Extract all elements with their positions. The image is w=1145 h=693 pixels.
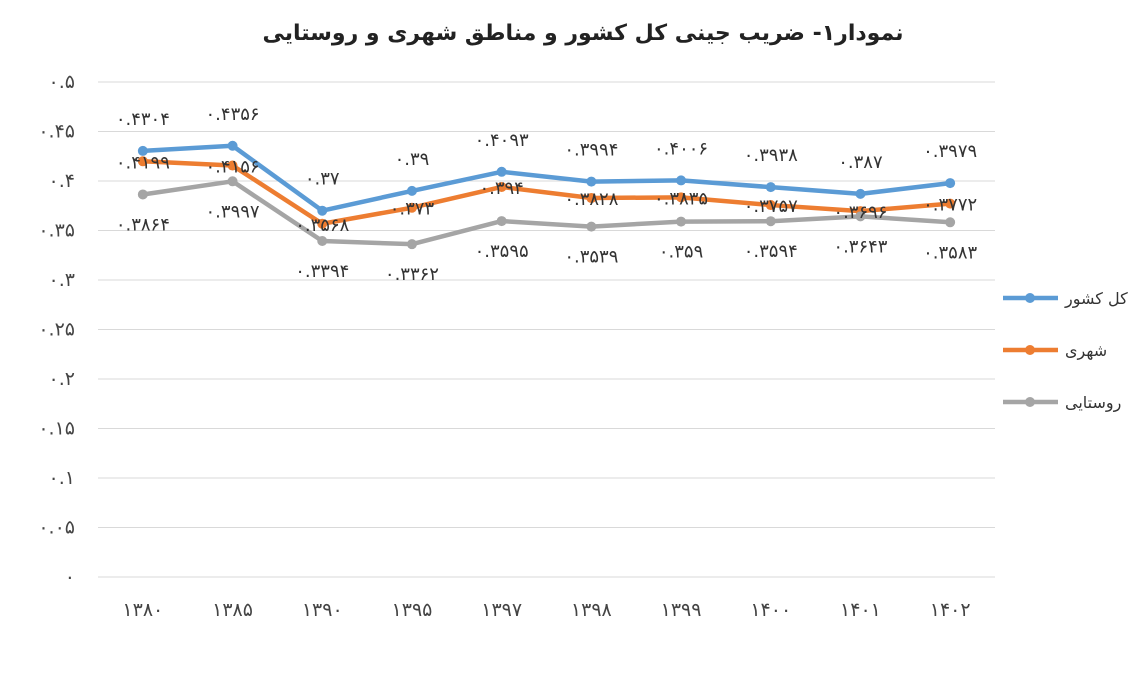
data-label: ۰.۴۱۵۶ <box>206 157 260 178</box>
data-label: ۰.۳۳۹۴ <box>295 261 349 282</box>
data-point <box>496 166 507 177</box>
data-label: ۰.۳۶۹۶ <box>833 202 887 223</box>
data-point <box>945 217 956 228</box>
y-tick-label: ۰.۱ <box>49 467 75 489</box>
data-label: ۰.۳۹۹۴ <box>564 140 618 161</box>
x-tick-label: ۱۳۹۸ <box>571 599 612 621</box>
data-point <box>676 192 687 203</box>
data-point <box>765 200 776 211</box>
data-label: ۰.۳۷ <box>305 169 340 190</box>
y-tick-label: ۰ <box>65 566 75 588</box>
data-label: ۰.۳۹۹۷ <box>206 201 260 222</box>
data-label: ۰.۴۳۵۶ <box>206 104 260 125</box>
legend-label: روستایی <box>1065 393 1121 413</box>
data-label: ۰.۳۸۷ <box>838 152 883 173</box>
legend-marker <box>1025 293 1035 303</box>
data-point <box>586 176 597 187</box>
data-point <box>137 145 148 156</box>
data-point <box>855 188 866 199</box>
y-tick-label: ۰.۲ <box>49 368 75 390</box>
series-lines <box>137 140 956 250</box>
data-label: ۰.۴۳۰۴ <box>116 109 170 130</box>
data-point <box>676 175 687 186</box>
x-tick-label: ۱۳۹۹ <box>661 599 702 621</box>
data-point <box>317 218 328 229</box>
legend-label: کل کشور <box>1064 289 1128 309</box>
data-point <box>855 211 866 222</box>
data-label: ۰.۳۵۹ <box>659 242 703 263</box>
data-point <box>586 221 597 232</box>
data-label: ۰.۳۶۴۳ <box>833 236 887 257</box>
y-tick-label: ۰.۵ <box>49 71 75 93</box>
y-axis-ticks: ۰ ۰.۰۵ ۰.۱ ۰.۱۵ ۰.۲ ۰.۲۵ ۰.۳ ۰.۳۵ ۰.۴ ۰.۴۵ ۰.۵ <box>38 71 75 588</box>
data-label: ۰.۳۵۳۹ <box>564 247 618 268</box>
legend-marker <box>1025 345 1035 355</box>
y-tick-label: ۰.۳۵ <box>38 220 75 242</box>
data-point <box>945 178 956 189</box>
data-point <box>227 176 238 187</box>
data-label: ۰.۳۵۹۵ <box>475 241 529 262</box>
series-line <box>140 159 953 227</box>
x-tick-label: ۱۳۸۵ <box>212 599 253 621</box>
data-point <box>765 216 776 227</box>
data-point <box>765 182 776 193</box>
x-tick-label: ۱۳۹۷ <box>481 599 522 621</box>
data-point <box>137 156 148 167</box>
data-label: ۰.۳۵۸۳ <box>923 242 977 263</box>
x-tick-label: ۱۴۰۱ <box>840 599 881 621</box>
y-tick-label: ۰.۴ <box>49 170 75 192</box>
legend-label: شهری <box>1065 341 1107 361</box>
gridlines <box>98 81 995 578</box>
data-point <box>496 216 507 227</box>
data-label: ۰.۳۹۴ <box>479 178 523 199</box>
data-label: ۰.۳۷۳ <box>390 199 435 220</box>
legend-marker <box>1025 397 1035 407</box>
data-point <box>317 205 328 216</box>
y-tick-label: ۰.۳ <box>49 269 75 291</box>
data-point <box>137 189 148 200</box>
data-label: ۰.۳۵۹۴ <box>744 241 798 262</box>
data-point <box>227 160 238 171</box>
x-tick-label: ۱۳۹۰ <box>302 599 343 621</box>
data-label: ۰.۳۹۷۹ <box>923 141 977 162</box>
data-point <box>227 140 238 151</box>
data-label: ۰.۳۹ <box>395 149 430 170</box>
data-label: ۰.۳۷۵۷ <box>744 196 798 217</box>
data-point <box>496 181 507 192</box>
data-label: ۰.۳۵۶۸ <box>295 215 349 236</box>
y-tick-label: ۰.۰۵ <box>38 517 75 539</box>
data-point <box>406 185 417 196</box>
y-tick-label: ۰.۴۵ <box>38 121 75 143</box>
y-tick-label: ۰.۲۵ <box>38 319 75 341</box>
series-line <box>140 179 953 247</box>
data-label: ۰.۳۸۶۴ <box>116 214 170 235</box>
data-point <box>406 202 417 213</box>
data-point <box>586 193 597 204</box>
data-point <box>676 216 687 227</box>
data-label: ۰.۴۱۹۹ <box>116 152 170 173</box>
x-axis-ticks: ۱۳۸۰ ۱۳۸۵ ۱۳۹۰ ۱۳۹۵ ۱۳۹۷ ۱۳۹۸ ۱۳۹۹ ۱۴۰۰ ۱۴۰۱ ۱۴۰۲ <box>122 599 970 621</box>
data-labels: ۰.۴۳۰۴ ۰.۴۳۵۶ ۰.۳۷ ۰.۳۹ ۰.۴۰۹۳ ۰.۳۹۹۴ ۰.۴۰۰۶ ۰.… <box>116 104 978 285</box>
x-tick-label: ۱۴۰۲ <box>930 599 971 621</box>
series-line <box>140 143 953 213</box>
x-tick-label: ۱۴۰۰ <box>750 599 791 621</box>
data-label: ۰.۳۸۲۸ <box>564 189 618 210</box>
data-label: ۰.۳۸۳۵ <box>654 188 708 209</box>
legend: کل کشور شهری روستایی <box>1003 289 1128 413</box>
y-tick-label: ۰.۱۵ <box>38 418 75 440</box>
chart-title: نمودار۱- ضریب جینی کل کشور و مناطق شهری … <box>263 21 904 46</box>
data-label: ۰.۴۰۰۶ <box>654 138 708 159</box>
data-label: ۰.۳۷۷۲ <box>923 195 977 216</box>
data-point <box>317 235 328 246</box>
x-tick-label: ۱۳۸۰ <box>122 599 163 621</box>
x-tick-label: ۱۳۹۵ <box>392 599 433 621</box>
data-point <box>406 239 417 250</box>
data-label: ۰.۳۹۳۸ <box>744 145 798 166</box>
data-label: ۰.۳۳۶۲ <box>385 264 439 285</box>
data-point <box>945 198 956 209</box>
data-label: ۰.۴۰۹۳ <box>475 130 529 151</box>
